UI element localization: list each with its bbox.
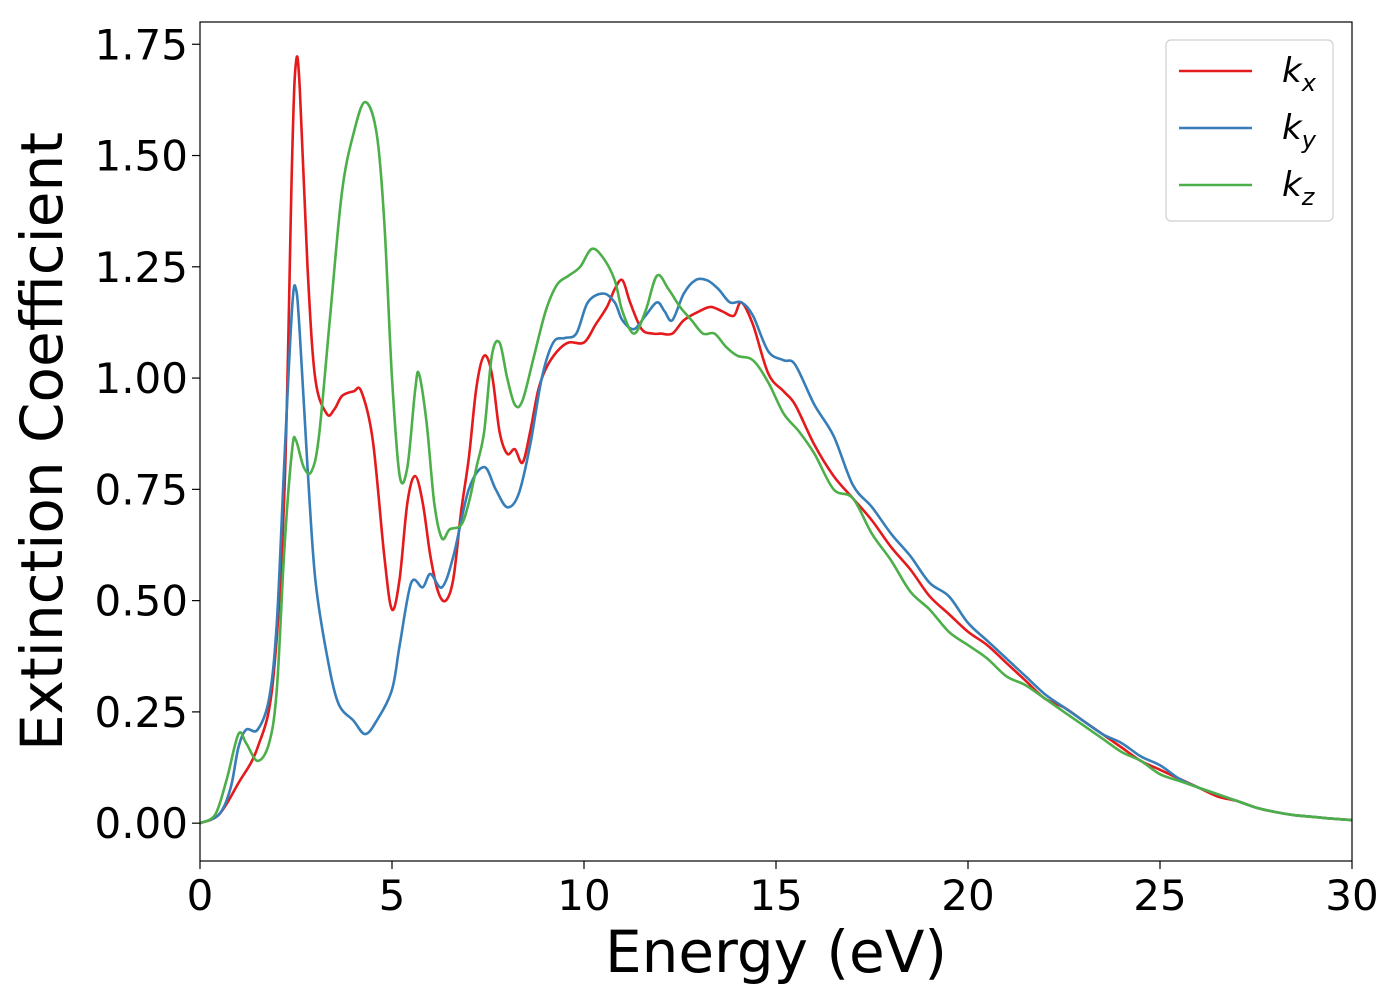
legend-label-z: kz <box>1282 165 1316 211</box>
series-layer <box>200 55 1352 825</box>
legend-label-y: ky <box>1282 108 1317 154</box>
y-tick-label: 1.75 <box>94 20 188 69</box>
x-tick-label: 30 <box>1325 871 1378 920</box>
x-axis-title: Energy (eV) <box>605 918 947 986</box>
series-line-z <box>200 100 1352 825</box>
y-tick-label: 0.25 <box>94 688 188 737</box>
series-line-x <box>200 55 1352 825</box>
x-tick-label: 5 <box>379 871 406 920</box>
x-tick-label: 0 <box>187 871 214 920</box>
y-axis-title: Extinction Coefficient <box>8 132 76 751</box>
y-tick-label: 1.25 <box>94 243 188 292</box>
y-tick-label: 0.00 <box>94 799 188 848</box>
x-tick-label: 10 <box>557 871 610 920</box>
x-tick-label: 15 <box>749 871 802 920</box>
legend-box <box>1165 39 1334 222</box>
x-axis: 0 5 10 15 20 25 30 <box>187 861 1379 920</box>
y-tick-label: 0.50 <box>94 577 188 626</box>
x-tick-label: 25 <box>1133 871 1186 920</box>
x-tick-label: 20 <box>941 871 994 920</box>
legend-label-x: kx <box>1282 51 1317 97</box>
series-line-y <box>200 277 1352 825</box>
y-tick-label: 1.00 <box>94 354 188 403</box>
y-axis: 0.00 0.25 0.50 0.75 1.00 1.25 1.50 1.75 <box>94 20 200 848</box>
y-tick-label: 1.50 <box>94 132 188 181</box>
legend: kx ky kz <box>1165 39 1334 222</box>
y-tick-label: 0.75 <box>94 465 188 514</box>
